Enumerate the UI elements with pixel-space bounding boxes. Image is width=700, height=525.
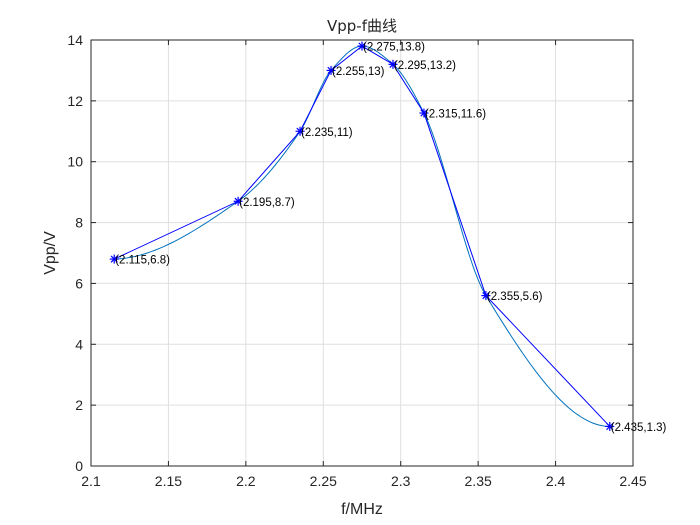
y-tick-label: 14 <box>67 32 83 48</box>
data-point-marker <box>233 196 243 206</box>
y-tick-label: 12 <box>67 93 83 109</box>
grid <box>91 40 633 466</box>
y-tick-label: 8 <box>75 215 83 231</box>
x-tick-label: 2.1 <box>81 473 101 489</box>
x-tick-label: 2.15 <box>155 473 182 489</box>
marker-layer <box>109 41 615 431</box>
y-axis-label: Vpp/V <box>42 231 59 275</box>
plot-frame <box>90 39 634 467</box>
data-point-label: (2.115,6.8) <box>115 255 170 267</box>
data-point-marker <box>357 41 367 51</box>
x-tick-label: 2.3 <box>391 473 411 489</box>
data-point-marker <box>419 108 429 118</box>
x-tick-label: 2.2 <box>236 473 256 489</box>
data-point-marker <box>388 59 398 69</box>
y-tick-label: 4 <box>75 336 83 352</box>
data-point-marker <box>481 291 491 301</box>
data-point-label: (2.355,5.6) <box>487 291 543 303</box>
data-point-marker <box>326 65 336 75</box>
data-label-layer: (2.115,6.8) (2.195,8.7) (2.235,11) (2.255,1… <box>115 42 666 434</box>
x-tick-label: 2.25 <box>310 473 337 489</box>
x-tick-label: 2.35 <box>465 473 492 489</box>
data-point-marker <box>605 421 615 431</box>
x-axis-label: f/MHz <box>341 501 383 518</box>
x-tick-label: 2.45 <box>619 473 646 489</box>
data-point-label: (2.235,11) <box>301 127 353 139</box>
x-tick-label: 2.4 <box>546 473 566 489</box>
plot-area <box>91 40 633 466</box>
data-point-label: (2.315,11.6) <box>425 109 486 121</box>
data-point-label: (2.295,13.2) <box>394 60 456 72</box>
x-tick-labels: 2.1 2.15 2.2 2.25 2.3 2.35 2.4 2.45 <box>81 473 647 489</box>
y-tick-label: 10 <box>67 154 83 170</box>
data-point-label: (2.435,1.3) <box>611 422 667 434</box>
y-tick-label: 2 <box>75 397 83 413</box>
data-point-label: (2.195,8.7) <box>239 197 295 209</box>
y-tick-label: 0 <box>75 458 83 474</box>
y-tick-label: 6 <box>75 275 83 291</box>
data-point-marker <box>109 254 119 264</box>
data-point-label: (2.275,13.8) <box>363 42 425 54</box>
ticks <box>90 39 634 467</box>
chart-title: Vpp-f曲线 <box>327 17 397 35</box>
y-tick-labels: 0 2 4 6 8 10 12 14 <box>67 32 83 474</box>
data-point-marker <box>295 126 305 136</box>
data-point-label: (2.255,13) <box>332 66 385 78</box>
